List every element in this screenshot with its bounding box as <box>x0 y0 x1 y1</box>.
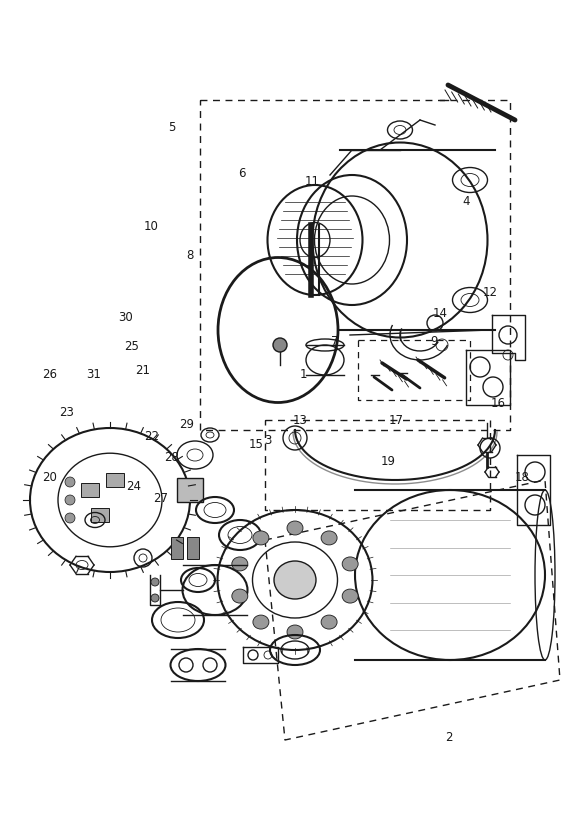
Text: 6: 6 <box>238 166 245 180</box>
Text: 12: 12 <box>482 286 497 299</box>
Text: 31: 31 <box>86 368 101 382</box>
Text: 7: 7 <box>332 335 339 349</box>
Text: 25: 25 <box>124 339 139 353</box>
Text: 8: 8 <box>186 249 193 262</box>
Text: 16: 16 <box>491 397 506 410</box>
Polygon shape <box>171 537 183 559</box>
Text: 21: 21 <box>135 364 150 377</box>
Text: 18: 18 <box>514 471 529 485</box>
Text: 29: 29 <box>179 418 194 431</box>
Text: 15: 15 <box>249 438 264 452</box>
Text: 10: 10 <box>144 220 159 233</box>
Polygon shape <box>81 483 99 497</box>
Text: 1: 1 <box>300 368 307 382</box>
Ellipse shape <box>321 615 337 629</box>
Text: 20: 20 <box>42 471 57 485</box>
Text: 19: 19 <box>380 455 395 468</box>
Circle shape <box>273 338 287 352</box>
Polygon shape <box>187 537 199 559</box>
Ellipse shape <box>342 589 358 603</box>
Polygon shape <box>91 508 109 522</box>
Text: 5: 5 <box>168 121 175 134</box>
Circle shape <box>151 578 159 586</box>
Text: 17: 17 <box>389 414 404 427</box>
Text: 9: 9 <box>431 335 438 349</box>
Circle shape <box>65 513 75 523</box>
Ellipse shape <box>232 589 248 603</box>
Ellipse shape <box>232 557 248 571</box>
Ellipse shape <box>342 557 358 571</box>
Ellipse shape <box>253 615 269 629</box>
Circle shape <box>151 594 159 602</box>
Circle shape <box>65 495 75 505</box>
Ellipse shape <box>253 531 269 545</box>
Text: 26: 26 <box>42 368 57 382</box>
Circle shape <box>65 477 75 487</box>
Text: 14: 14 <box>433 307 448 320</box>
Text: 4: 4 <box>463 195 470 208</box>
Text: 3: 3 <box>265 434 272 447</box>
Ellipse shape <box>287 521 303 535</box>
Polygon shape <box>106 473 124 487</box>
Text: 27: 27 <box>153 492 168 505</box>
Text: 22: 22 <box>144 430 159 443</box>
Ellipse shape <box>287 625 303 639</box>
Text: 11: 11 <box>304 175 319 188</box>
Text: 23: 23 <box>59 405 75 419</box>
Text: 24: 24 <box>127 480 142 493</box>
Text: 2: 2 <box>445 731 452 744</box>
Polygon shape <box>177 478 203 502</box>
Text: 13: 13 <box>293 414 308 427</box>
Ellipse shape <box>274 561 316 599</box>
Text: 28: 28 <box>164 451 180 464</box>
Ellipse shape <box>321 531 337 545</box>
Text: 30: 30 <box>118 311 133 324</box>
